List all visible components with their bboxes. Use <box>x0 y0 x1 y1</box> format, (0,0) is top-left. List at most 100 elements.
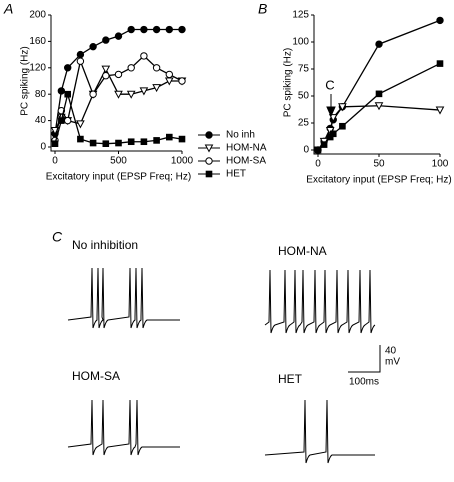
series-line <box>54 91 183 145</box>
x-tick-label: 1000 <box>171 156 194 167</box>
marker <box>102 72 110 80</box>
y-axis-label: PC spiking (Hz) <box>283 48 294 117</box>
x-tick-label: 0 <box>315 159 321 170</box>
axis <box>313 15 440 155</box>
marker <box>58 117 65 124</box>
marker <box>328 114 338 123</box>
marker <box>126 90 136 99</box>
marker <box>165 70 174 79</box>
marker <box>205 170 213 178</box>
marker <box>76 120 85 129</box>
x-tick-label: 0 <box>52 156 58 167</box>
marker <box>205 131 213 139</box>
trace-label: HOM-NA <box>278 244 327 258</box>
y-tick-label: 200 <box>29 10 46 21</box>
y-tick-label: 100 <box>292 37 309 48</box>
scale-label: 100ms <box>349 377 379 388</box>
marker <box>140 138 148 146</box>
panel-label: C <box>52 229 63 245</box>
marker <box>101 65 111 74</box>
legend-label: HOM-NA <box>226 143 267 154</box>
marker <box>375 90 383 98</box>
y-tick-label: 75 <box>298 64 310 75</box>
y-tick-label: 80 <box>35 89 47 100</box>
marker <box>114 90 123 99</box>
series-line <box>54 67 182 131</box>
marker <box>436 16 444 25</box>
marker <box>51 140 59 147</box>
panel-label: B <box>258 1 267 17</box>
marker <box>57 87 66 95</box>
marker <box>76 57 85 65</box>
marker <box>64 64 72 72</box>
trace <box>67 267 180 329</box>
marker <box>153 137 160 144</box>
x-tick-label: 500 <box>110 156 127 167</box>
marker <box>64 90 72 98</box>
marker <box>64 116 72 125</box>
annotation-arrow <box>326 94 336 118</box>
marker <box>152 84 161 93</box>
marker <box>435 106 445 115</box>
y-tick-label: 25 <box>298 118 310 129</box>
y-tick-label: 40 <box>35 115 47 126</box>
y-tick-label: 0 <box>40 142 46 153</box>
legend-label: HET <box>226 169 246 180</box>
voltage-traces <box>67 267 376 464</box>
trace <box>264 269 376 334</box>
x-axis-label: Excitatory input (EPSP Freq; Hz) <box>306 175 451 186</box>
marker <box>102 36 110 44</box>
legend-label: No inh <box>226 130 255 141</box>
marker <box>102 140 110 147</box>
marker <box>127 64 135 72</box>
scale-bar <box>348 345 381 373</box>
marker <box>374 102 384 111</box>
marker <box>115 139 122 147</box>
marker <box>114 32 123 40</box>
marker <box>139 87 149 96</box>
axis <box>50 15 182 152</box>
marker <box>178 135 186 143</box>
marker <box>152 64 161 72</box>
scale-label: mV <box>385 357 400 368</box>
y-tick-label: 125 <box>292 10 309 21</box>
marker <box>436 60 444 67</box>
marker <box>375 40 383 48</box>
x-axis-label: Excitatory input (EPSP Freq; Hz) <box>46 172 191 183</box>
trace-label: HOM-SA <box>72 369 120 383</box>
marker <box>178 25 186 34</box>
marker <box>127 138 135 146</box>
y-tick-label: 120 <box>29 62 46 73</box>
y-tick-label: 50 <box>298 91 310 102</box>
x-tick-label: 50 <box>373 159 385 170</box>
marker <box>165 25 174 34</box>
marker <box>127 25 135 34</box>
y-axis-label: PC spiking (Hz) <box>20 46 31 115</box>
scale-label: 40 <box>385 346 397 357</box>
panel-label: A <box>3 1 13 17</box>
marker <box>140 25 148 34</box>
legend-label: HOM-SA <box>226 156 266 167</box>
marker <box>114 70 123 79</box>
marker <box>338 103 347 112</box>
y-tick-label: 0 <box>303 145 309 156</box>
x-tick-label: 100 <box>432 159 449 170</box>
marker <box>204 144 214 153</box>
trace <box>67 399 180 456</box>
marker <box>76 50 85 59</box>
trace <box>264 399 375 464</box>
marker <box>166 133 173 141</box>
marker <box>89 42 97 51</box>
marker <box>152 25 161 34</box>
y-tick-label: 160 <box>29 36 46 47</box>
series-line <box>317 105 441 151</box>
marker <box>339 122 346 130</box>
marker <box>140 52 148 60</box>
annotation: C <box>325 77 334 92</box>
marker <box>320 141 328 148</box>
marker <box>314 146 322 154</box>
marker <box>205 157 213 165</box>
trace-label: No inhibition <box>72 238 138 252</box>
marker <box>89 139 97 147</box>
